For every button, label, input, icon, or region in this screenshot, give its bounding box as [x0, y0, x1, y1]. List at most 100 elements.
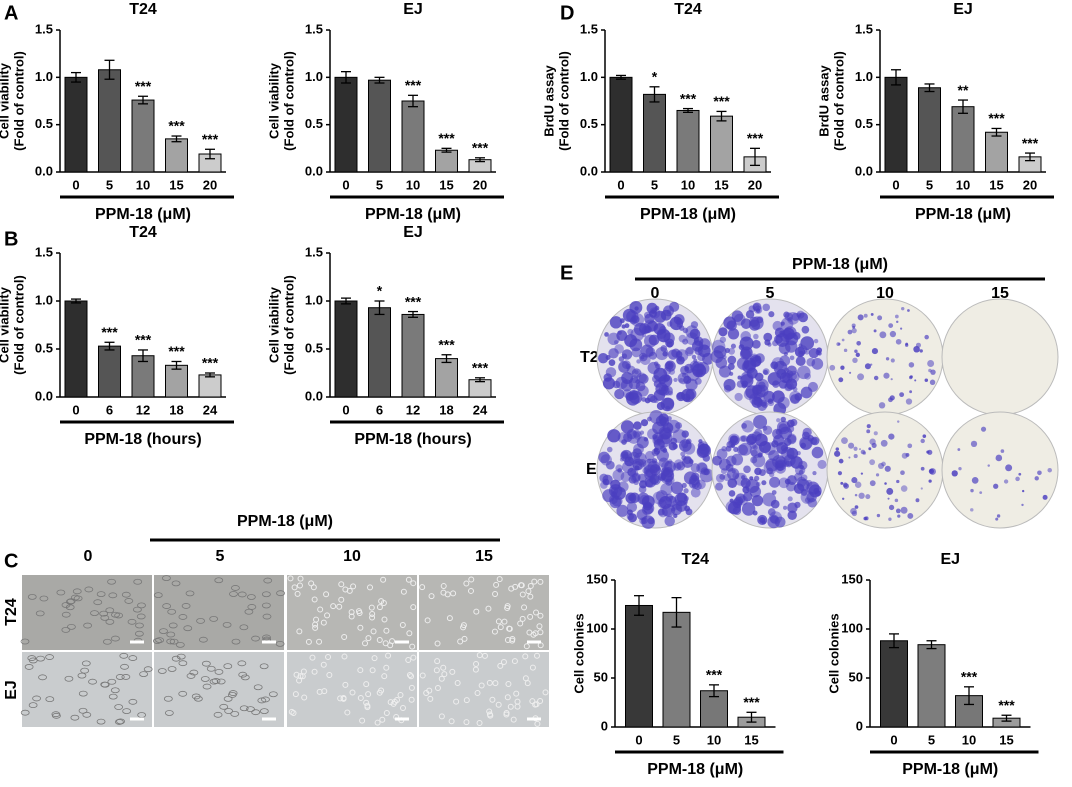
colony	[885, 357, 890, 361]
colony	[616, 504, 629, 517]
cell	[100, 681, 110, 688]
panel-label: B	[4, 228, 18, 250]
e-column: 0	[651, 285, 660, 302]
cell	[486, 708, 493, 715]
cell	[438, 675, 445, 682]
colony	[995, 517, 999, 521]
cell	[72, 588, 82, 595]
cell	[348, 609, 355, 616]
colony	[670, 481, 684, 495]
cell	[320, 661, 327, 668]
colony	[888, 323, 894, 328]
colony	[884, 482, 887, 485]
colony	[731, 453, 744, 466]
colony	[915, 498, 920, 503]
colony	[929, 469, 932, 472]
bar	[165, 364, 188, 398]
cell	[330, 603, 337, 610]
colony	[776, 418, 781, 423]
colony	[878, 402, 886, 409]
y-axis-label: (Fold of control)	[11, 51, 26, 151]
significance: ***	[202, 131, 219, 147]
colony	[759, 399, 767, 407]
colony	[795, 356, 806, 367]
error-bar	[964, 686, 974, 706]
cell	[338, 581, 345, 588]
bar	[401, 100, 425, 173]
cell	[313, 616, 320, 623]
y-tick-label: 1.0	[35, 292, 53, 307]
micrograph	[154, 652, 284, 727]
colony	[683, 455, 692, 465]
cell	[383, 664, 390, 671]
colony	[873, 431, 878, 436]
micrograph	[22, 575, 152, 650]
colony	[614, 344, 624, 354]
colony	[696, 462, 708, 474]
cell	[171, 580, 181, 587]
cell	[134, 630, 144, 637]
cell	[348, 613, 355, 620]
cell	[100, 614, 110, 621]
colony	[749, 476, 754, 481]
cell	[114, 719, 124, 725]
cell	[239, 624, 249, 631]
colony	[852, 357, 858, 364]
colony	[662, 397, 675, 410]
colony	[1018, 472, 1022, 476]
y-axis-label: (Fold of control)	[281, 51, 296, 151]
x-tick-label: 15	[744, 732, 758, 747]
x-tick-label: 18	[439, 402, 453, 417]
cell	[379, 716, 386, 723]
colony	[655, 490, 668, 502]
cell	[362, 640, 369, 647]
cell	[449, 668, 456, 675]
colony	[853, 446, 858, 451]
colony	[1034, 476, 1039, 481]
cell	[383, 709, 390, 716]
colony	[971, 476, 979, 484]
colony	[907, 513, 914, 519]
colony	[624, 323, 630, 329]
cell	[341, 653, 348, 660]
colony	[651, 308, 657, 315]
cell	[486, 711, 493, 718]
colony	[880, 439, 888, 447]
colony	[758, 469, 766, 477]
colony	[656, 328, 671, 343]
cell	[336, 603, 343, 610]
colony	[928, 479, 932, 483]
cell	[376, 604, 383, 611]
cell	[491, 628, 498, 635]
bar	[985, 131, 1008, 173]
error-bar	[891, 69, 901, 86]
cell	[107, 578, 116, 585]
colony	[602, 478, 610, 486]
cell	[293, 671, 300, 678]
cell	[365, 635, 372, 642]
colony	[643, 437, 649, 442]
colony	[873, 329, 877, 333]
colony	[813, 338, 819, 344]
cell	[321, 688, 328, 695]
cell	[209, 616, 219, 622]
colony	[970, 488, 974, 493]
cell	[376, 636, 383, 643]
colony	[987, 464, 990, 467]
cell	[52, 712, 61, 719]
colony	[718, 327, 728, 337]
cell	[64, 675, 74, 682]
cell	[493, 581, 500, 588]
bar	[609, 76, 633, 173]
cell	[428, 593, 435, 600]
colony	[995, 454, 1003, 462]
cell	[485, 605, 492, 612]
colony	[848, 442, 855, 449]
chart-title: T24	[129, 224, 157, 241]
colony	[740, 318, 752, 329]
colony	[729, 435, 739, 444]
chart-title: EJ	[403, 1, 423, 18]
colony	[605, 460, 615, 470]
colony	[745, 310, 755, 319]
